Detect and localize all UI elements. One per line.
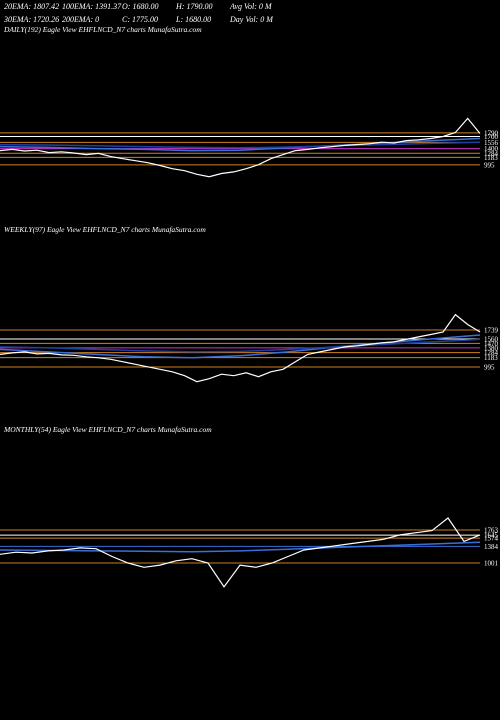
header-text: 200EMA: 0 [62, 15, 99, 24]
level-label: 1763 [484, 526, 499, 534]
level-label: 1380 [484, 344, 499, 352]
header-text: Avg Vol: 0 M [229, 2, 273, 11]
header-text: L: 1680.00 [175, 15, 211, 24]
level-label: 1284 [484, 349, 499, 357]
average-line [0, 334, 481, 359]
level-label: 995 [484, 161, 495, 169]
average-line [0, 141, 481, 149]
level-label: 1001 [484, 559, 499, 567]
price-line [0, 313, 481, 383]
header-text: 20EMA: 1807.42 [4, 2, 59, 11]
header-text: O: 1680.00 [122, 2, 158, 11]
level-label: 1790 [484, 129, 499, 137]
level-label: 1560 [484, 335, 499, 343]
level-label: 995 [484, 364, 495, 372]
level-label: 1645 [484, 532, 499, 540]
level-label: 1700 [484, 133, 499, 141]
header-text: H: 1790.00 [175, 2, 212, 11]
level-label: 1574 [484, 535, 499, 543]
header-text: 100EMA: 1391.37 [62, 2, 122, 11]
level-label: 1284 [484, 150, 499, 158]
level-label: 1400 [484, 145, 499, 153]
header-text: 30EMA: 1720.26 [3, 15, 59, 24]
level-label: 1384 [484, 543, 499, 551]
panel-title: WEEKLY(97) Eagle View EHFLNCD_N7 charts … [4, 225, 206, 234]
panel-title: MONTHLY(54) Eagle View EHFLNCD_N7 charts… [3, 425, 212, 434]
header-text: C: 1775.00 [122, 15, 158, 24]
header-text: Day Vol: 0 M [229, 15, 274, 24]
panel-title: DAILY(192) Eagle View EHFLNCD_N7 charts … [3, 25, 202, 34]
price-line [0, 517, 481, 588]
average-line [0, 541, 481, 553]
level-label: 1739 [484, 327, 499, 335]
price-line [0, 117, 481, 178]
average-line [0, 338, 481, 353]
level-label: 1556 [484, 139, 499, 147]
level-label: 1470 [484, 340, 499, 348]
level-label: 1183 [484, 354, 498, 362]
level-label: 1183 [484, 154, 498, 162]
